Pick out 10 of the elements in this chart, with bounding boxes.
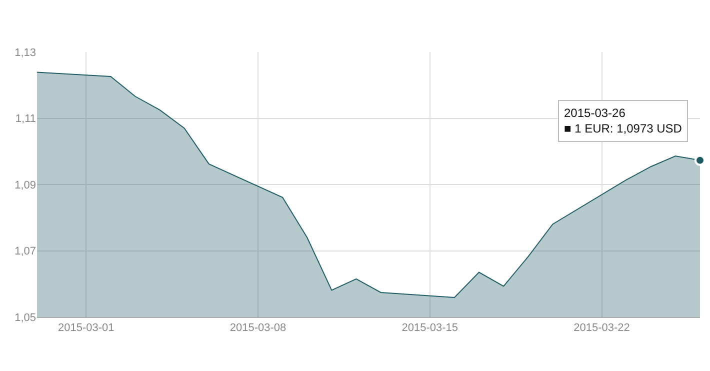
x-tick-label: 2015-03-08 [230, 322, 286, 334]
y-tick-label: 1,07 [14, 246, 36, 258]
y-tick-label: 1,09 [14, 179, 36, 192]
x-tick-label: 2015-03-22 [574, 322, 630, 334]
x-tick-label: 2015-03-01 [58, 322, 114, 334]
annotation: 2015-03-26 ■ 1 EUR: 1,0973 USD [564, 106, 682, 136]
x-tick-label: 2015-03-15 [402, 322, 458, 334]
y-tick-label: 1,13 [14, 46, 36, 59]
y-tick-label: 1,11 [15, 113, 36, 126]
y-tick-label: 1,05 [14, 312, 36, 324]
